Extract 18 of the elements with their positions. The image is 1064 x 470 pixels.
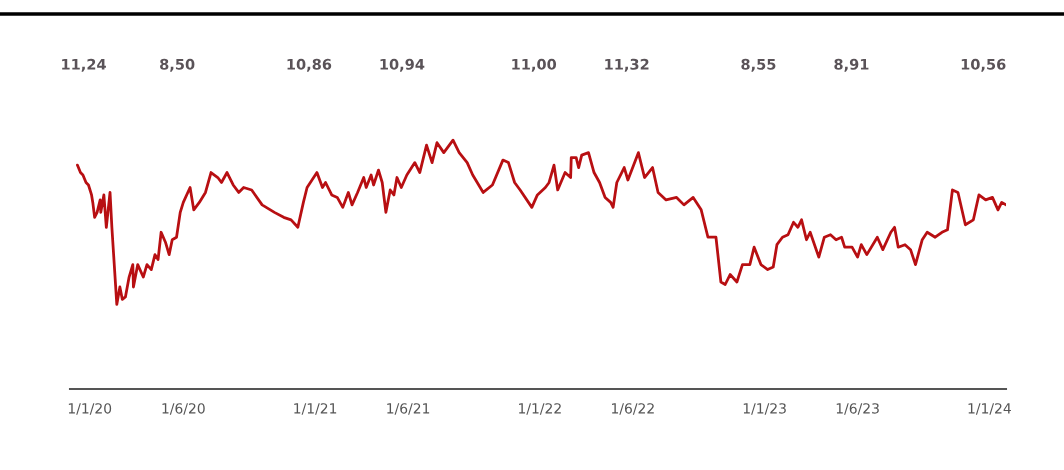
text: 10,86 [287, 58, 332, 72]
x-tick-label: 1/1/20 [68, 403, 112, 415]
text: 8,55 [741, 58, 776, 72]
text: 10,56 [961, 58, 1006, 72]
x-tick-label: 1/6/20 [162, 403, 205, 415]
x-tick-label: 1/1/22 [519, 403, 561, 415]
text: 10,94 [380, 58, 425, 72]
x-tick-label: 1/6/22 [612, 403, 654, 415]
x-tick-label: 1/1/21 [294, 403, 337, 415]
x-tick-label: 1/1/24 [968, 403, 1011, 415]
x-tick-label: 1/6/21 [387, 403, 430, 415]
x-tick-label: 1/1/23 [743, 403, 786, 415]
x-tick-label: 1/6/23 [836, 403, 879, 415]
text: 11,24 [62, 58, 106, 72]
text: 11,32 [605, 58, 649, 72]
text: 11,00 [512, 58, 557, 72]
text: 8,91 [834, 58, 869, 72]
text: 8,50 [160, 58, 195, 72]
